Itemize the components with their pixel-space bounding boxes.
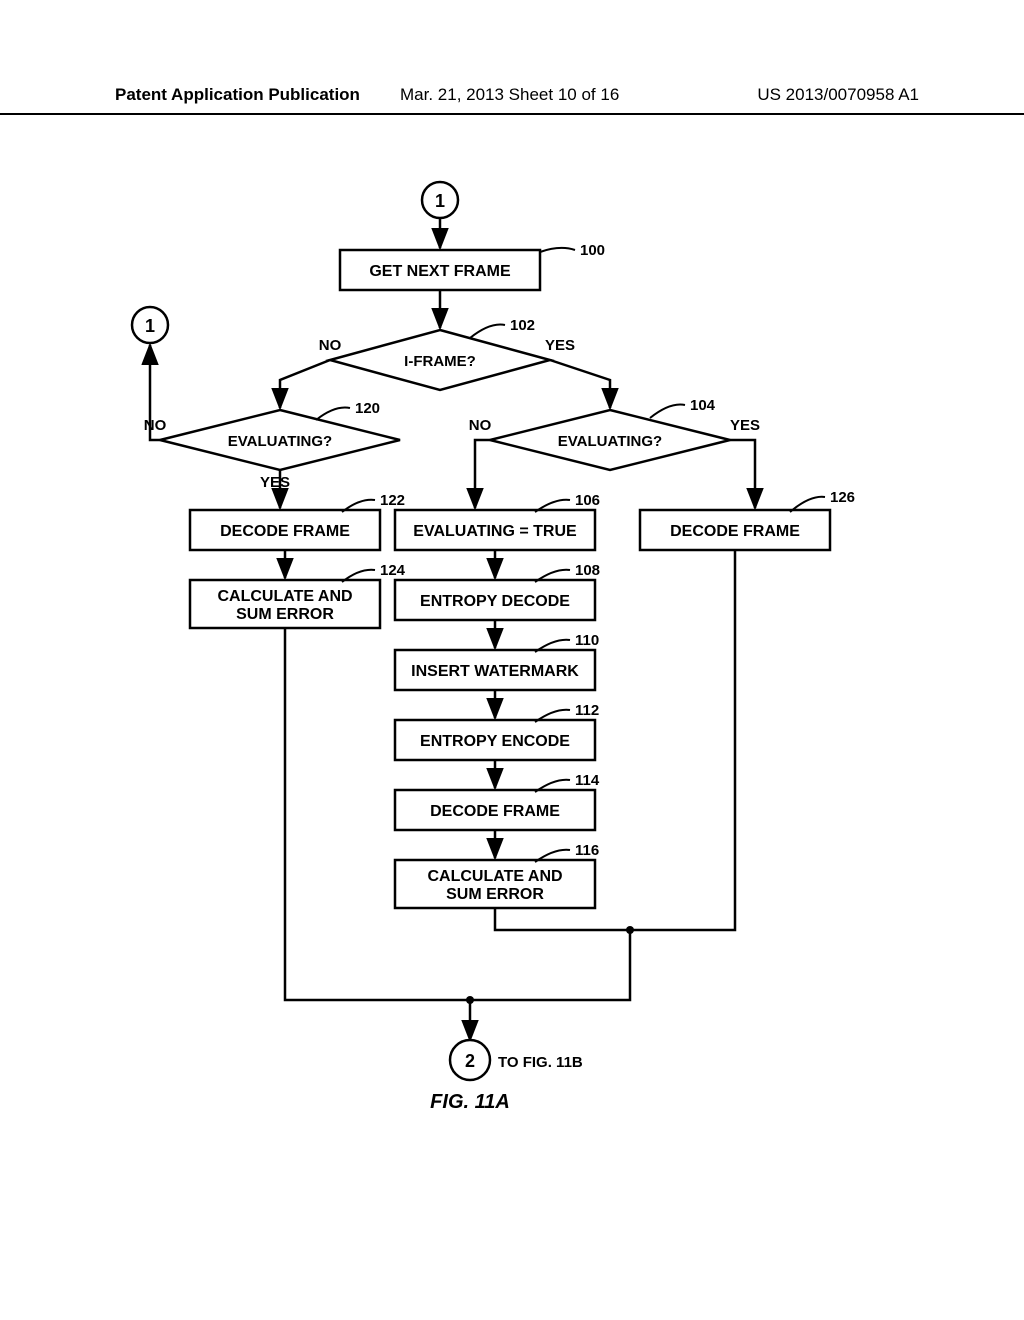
figure-caption: FIG. 11A [430,1091,510,1113]
ref-112: 112 [575,702,599,719]
box-calc-116-t1: CALCULATE AND [427,868,562,885]
leader-120 [316,408,350,421]
box-decode-122-text: DECODE FRAME [220,523,350,540]
leader-100 [540,248,575,252]
leader-102 [470,325,505,338]
ref-116: 116 [575,842,599,859]
ref-110: 110 [575,632,599,649]
connector-bottom-label: 2 [465,1051,475,1071]
box-entropy-decode-text: ENTROPY DECODE [420,593,570,610]
ref-114: 114 [575,772,600,789]
ref-126: 126 [830,489,855,506]
box-calc-124-t1: CALCULATE AND [217,588,352,605]
box-calc-116-t2: SUM ERROR [446,886,544,903]
leader-104 [650,405,685,418]
to-fig-ref: TO FIG. 11B [498,1054,583,1071]
eval-right-yes: YES [730,417,760,434]
diamond-eval-right-text: EVALUATING? [558,433,662,450]
ref-124: 124 [380,562,406,579]
ref-122: 122 [380,492,405,509]
ref-104: 104 [690,397,716,414]
box-decode-114-text: DECODE FRAME [430,803,560,820]
eval-right-no: NO [469,417,492,434]
ref-106: 106 [575,492,600,509]
box-eval-true-text: EVALUATING = TRUE [413,523,577,540]
iframe-no: NO [319,337,342,354]
ref-120: 120 [355,400,380,417]
ref-102: 102 [510,317,535,334]
flowchart-svg: 1 GET NEXT FRAME 100 I-FRAME? 102 NO YES… [0,0,1024,1320]
box-decode-126-text: DECODE FRAME [670,523,800,540]
iframe-yes: YES [545,337,575,354]
connector-left-label: 1 [145,316,155,336]
eval-left-no: NO [144,417,167,434]
box-insert-watermark-text: INSERT WATERMARK [411,663,579,680]
box-entropy-encode-text: ENTROPY ENCODE [420,733,570,750]
diamond-eval-left-text: EVALUATING? [228,433,332,450]
ref-100: 100 [580,242,605,259]
box-get-next-frame-text: GET NEXT FRAME [369,263,511,280]
ref-108: 108 [575,562,600,579]
diamond-iframe-text: I-FRAME? [404,353,476,370]
box-calc-124-t2: SUM ERROR [236,606,334,623]
eval-left-yes: YES [260,474,290,491]
connector-top-label: 1 [435,191,445,211]
